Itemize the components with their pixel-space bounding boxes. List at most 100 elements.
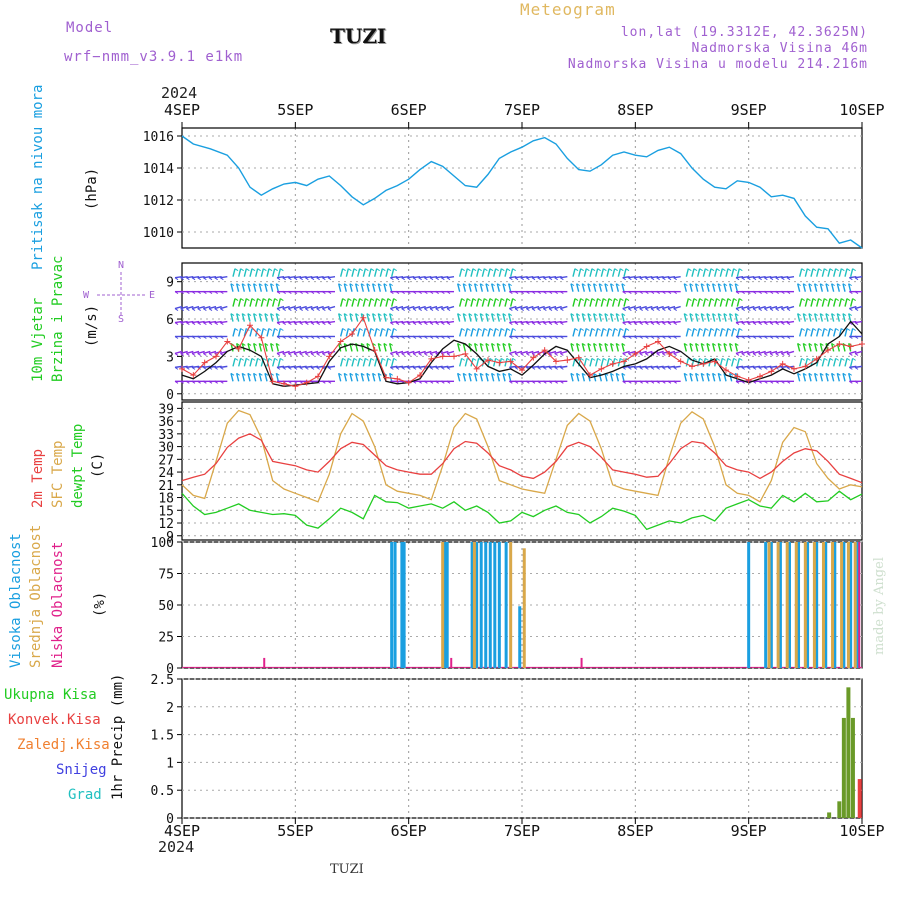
wind-arrow-barb: [781, 277, 785, 281]
wind-arrow-barb: [508, 283, 512, 287]
wind-arrow-barb: [401, 291, 405, 295]
wind-arrow: [832, 268, 837, 277]
wind-arrow: [719, 328, 724, 337]
wind-arrow-barb: [395, 322, 400, 325]
wind-arrow-barb: [342, 268, 346, 272]
wind-arrow-barb: [514, 336, 519, 339]
wind-arrow: [548, 320, 557, 324]
wind-arrow-barb: [230, 313, 235, 316]
wind-arrow-barb: [706, 313, 711, 316]
wind-arrow: [758, 305, 766, 310]
wind-arrow: [554, 276, 562, 279]
wind-arrow-barb: [603, 268, 607, 272]
wind-arrow-barb: [752, 291, 757, 295]
wind-arrow: [277, 268, 282, 277]
y-tick-label: 2: [166, 701, 174, 716]
wind-arrow-barb: [247, 343, 252, 346]
wind-gust-marker: [201, 359, 208, 366]
wind-arrow-barb: [824, 298, 828, 302]
wind-arrow-barb: [758, 366, 762, 370]
wind-arrow: [462, 343, 467, 352]
wind-arrow-barb: [684, 372, 688, 376]
wind-arrow: [537, 276, 545, 279]
wind-arrow: [543, 365, 551, 369]
wind-arrow-barb: [835, 268, 839, 272]
wind-arrow-barb: [390, 322, 394, 325]
wind-arrow-barb: [509, 336, 513, 339]
cloud-bar-mid: [509, 542, 513, 668]
wind-gust-marker: [473, 365, 480, 372]
wind-arrow-barb: [758, 308, 762, 312]
wind-arrow-barb: [849, 308, 853, 312]
wind-arrow: [769, 320, 778, 324]
wind-arrow-barb: [299, 322, 303, 325]
wind-arrow-barb: [735, 353, 740, 356]
wind-arrow-barb: [310, 353, 315, 356]
wind-arrow-barb: [383, 343, 388, 346]
wind-compass: NSW E: [83, 260, 155, 325]
wind-arrow: [734, 283, 739, 292]
wind-arrow: [849, 358, 854, 367]
wind-arrow-barb: [509, 308, 513, 312]
wind-arrow-barb: [197, 380, 201, 384]
wind-gust-marker: [587, 372, 593, 379]
wind-arrow: [844, 358, 848, 367]
cloud-bar-high: [393, 542, 397, 668]
wind-arrow-barb: [764, 366, 768, 370]
wind-arrow-barb: [467, 298, 471, 302]
precip-bar-conv: [857, 779, 862, 818]
wind-arrow: [849, 276, 857, 279]
wind-arrow: [249, 358, 253, 367]
wind-arrow-barb: [812, 298, 817, 302]
wind-arrow-barb: [628, 291, 632, 295]
wind-arrow: [734, 373, 739, 382]
wind-arrow: [849, 365, 857, 369]
wind-arrow-barb: [739, 298, 743, 302]
wind-arrow-barb: [463, 372, 467, 376]
wind-arrow-barb: [667, 336, 672, 339]
cloud-bar-high: [390, 542, 394, 668]
wind-arrow-barb: [276, 336, 281, 339]
cloud-bar-high: [488, 542, 492, 668]
wind-arrow-barb: [429, 380, 434, 384]
wind-arrow-barb: [758, 380, 762, 384]
wind-arrow: [310, 350, 319, 355]
wind-arrow: [429, 320, 438, 324]
wind-arrow: [796, 283, 801, 292]
wind-arrow: [418, 276, 426, 279]
wind-arrow-barb: [814, 283, 818, 287]
wind-arrow: [711, 283, 716, 292]
wind-arrow: [412, 320, 421, 324]
wind-arrow-barb: [628, 277, 632, 281]
wind-arrow-barb: [365, 357, 369, 361]
wind-arrow-barb: [270, 313, 274, 316]
wind-arrow: [208, 305, 217, 310]
wind-arrow-barb: [729, 283, 733, 287]
wind-arrow-barb: [353, 357, 358, 361]
wind-arrow-barb: [633, 336, 638, 339]
wind-arrow: [418, 305, 426, 310]
wind-arrow: [764, 305, 772, 310]
wind-arrow-barb: [846, 328, 851, 331]
wind-arrow-barb: [531, 353, 536, 356]
wind-arrow-barb: [407, 366, 411, 370]
wind-arrow: [611, 298, 616, 307]
wind-arrow: [481, 328, 486, 337]
wind-arrow: [203, 320, 211, 324]
bottom-date-label: 10SEP: [839, 822, 884, 840]
wind-arrow-barb: [214, 380, 218, 384]
wind-arrow: [293, 305, 302, 310]
wind-arrow-barb: [531, 336, 536, 339]
wind-arrow: [673, 350, 681, 355]
wind-gust-marker: [768, 368, 775, 375]
wind-arrow-barb: [276, 283, 280, 287]
wind-arrow: [691, 268, 695, 277]
wind-gust-marker: [349, 330, 355, 337]
cloud-bar-mid: [831, 542, 835, 668]
wind-arrow-barb: [288, 291, 292, 295]
wind-arrow-barb: [257, 328, 261, 331]
wind-arrow-barb: [509, 380, 513, 384]
wind-arrow: [725, 358, 729, 367]
wind-arrow-barb: [701, 372, 705, 376]
wind-arrow-barb: [495, 268, 499, 272]
